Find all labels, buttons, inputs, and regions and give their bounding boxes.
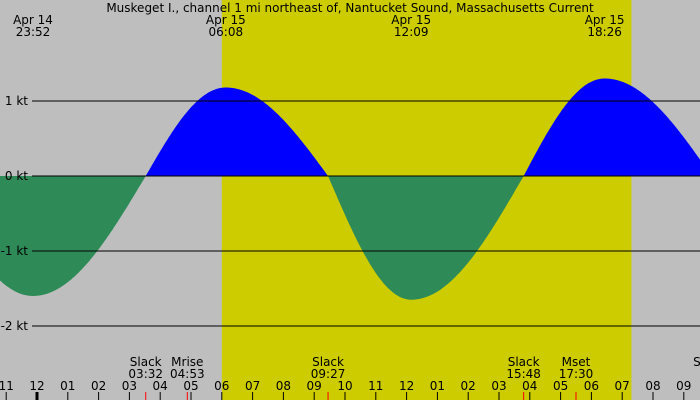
x-tick-label: 05 xyxy=(183,379,198,393)
x-tick-label: 02 xyxy=(461,379,476,393)
ebb-area xyxy=(0,176,146,296)
extremum-time: 12:09 xyxy=(394,25,429,39)
x-tick-label: 04 xyxy=(522,379,537,393)
x-tick-label: 08 xyxy=(276,379,291,393)
event-label: Slack xyxy=(312,355,344,369)
event-time: 03:32 xyxy=(128,367,163,381)
event-label: Mset xyxy=(562,355,591,369)
x-tick-label: 03 xyxy=(491,379,506,393)
x-tick-label: 12 xyxy=(399,379,414,393)
chart-title: Muskeget I., channel 1 mi northeast of, … xyxy=(106,1,594,15)
event-label: Slack xyxy=(693,355,700,369)
x-tick-label: 11 xyxy=(0,379,14,393)
x-tick-label: 11 xyxy=(368,379,383,393)
x-tick-label: 06 xyxy=(584,379,599,393)
event-label: Slack xyxy=(508,355,540,369)
y-tick-label: 1 kt xyxy=(5,94,28,108)
x-tick-label: 09 xyxy=(676,379,691,393)
extremum-date: Apr 15 xyxy=(585,13,625,27)
flood-area xyxy=(145,87,329,176)
x-tick-label: 07 xyxy=(615,379,630,393)
event-label: Mrise xyxy=(171,355,203,369)
x-tick-label: 06 xyxy=(214,379,229,393)
y-tick-label: -2 kt xyxy=(1,319,29,333)
extremum-date: Apr 15 xyxy=(206,13,246,27)
x-tick-label: 05 xyxy=(553,379,568,393)
x-tick-label: 04 xyxy=(153,379,168,393)
event-time: 09:27 xyxy=(311,367,346,381)
x-tick-label: 07 xyxy=(245,379,260,393)
extremum-date: Apr 14 xyxy=(13,13,53,27)
x-tick-label: 03 xyxy=(122,379,137,393)
event-time: 04:53 xyxy=(170,367,205,381)
event-time: 15:48 xyxy=(506,367,541,381)
y-tick-label: -1 kt xyxy=(1,244,29,258)
event-time: 17:30 xyxy=(559,367,594,381)
y-tick-label: 0 kt xyxy=(5,169,28,183)
event-label: Slack xyxy=(130,355,162,369)
ebb-area xyxy=(328,176,524,300)
extremum-time: 06:08 xyxy=(209,25,244,39)
extremum-time: 23:52 xyxy=(16,25,51,39)
x-tick-label: 09 xyxy=(307,379,322,393)
x-tick-label: 02 xyxy=(91,379,106,393)
x-tick-label: 01 xyxy=(60,379,75,393)
flood-area xyxy=(523,78,700,176)
x-tick-label: 08 xyxy=(645,379,660,393)
extremum-time: 18:26 xyxy=(587,25,622,39)
x-tick-label: 12 xyxy=(29,379,44,393)
extremum-date: Apr 15 xyxy=(391,13,431,27)
x-tick-label: 01 xyxy=(430,379,445,393)
x-tick-label: 10 xyxy=(337,379,352,393)
